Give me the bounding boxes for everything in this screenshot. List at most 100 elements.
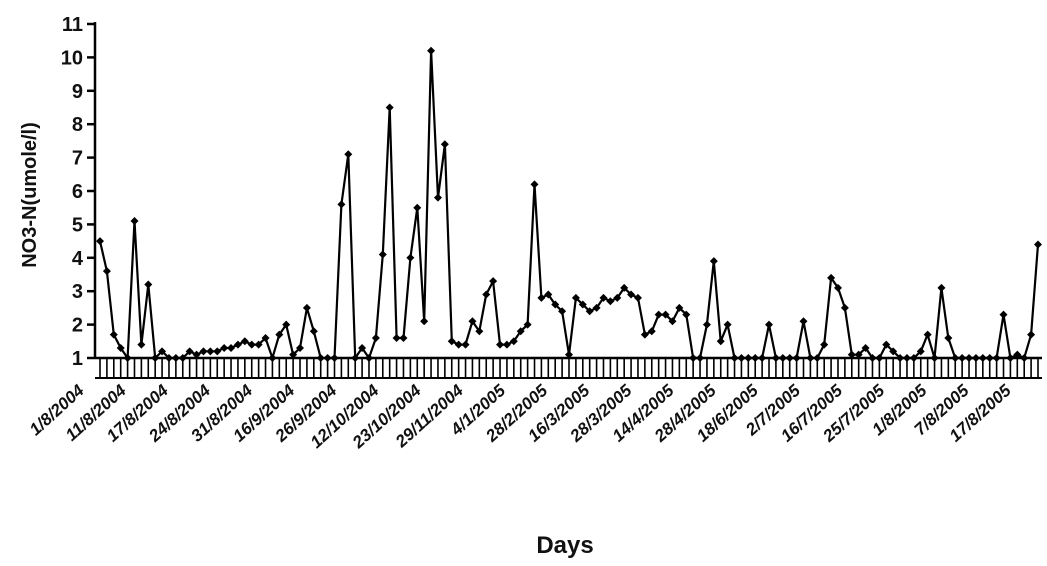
data-point-marker: [399, 333, 408, 342]
data-point-marker: [840, 303, 849, 312]
data-point-marker: [1013, 350, 1022, 359]
y-axis: 1 2 3 4 5 6 7 8 9 10 11: [61, 14, 97, 370]
data-point-marker: [654, 310, 663, 319]
data-point-marker: [240, 337, 249, 346]
data-point-marker: [978, 354, 987, 362]
data-point-marker: [551, 300, 560, 309]
data-point-marker: [675, 303, 684, 312]
data-point-marker: [847, 350, 856, 359]
y-tick-label: 11: [62, 14, 83, 36]
data-point-marker: [337, 200, 346, 209]
data-point-marker: [502, 340, 511, 349]
data-point-marker: [958, 354, 967, 362]
data-point-marker: [371, 333, 380, 342]
data-point-marker: [447, 337, 456, 346]
data-point-marker: [440, 140, 449, 149]
data-point-marker: [116, 343, 125, 352]
data-point-marker: [916, 347, 925, 356]
data-point-marker: [633, 293, 642, 302]
data-point-marker: [827, 273, 836, 282]
data-point-marker: [468, 317, 477, 326]
data-point-marker: [482, 290, 491, 299]
y-tick-label: 10: [61, 47, 83, 69]
data-point-marker: [406, 253, 415, 262]
data-point-marker: [682, 310, 691, 319]
data-point-marker: [268, 354, 277, 362]
data-point-marker: [316, 354, 325, 362]
data-point-marker: [778, 354, 787, 362]
data-point-marker: [261, 333, 270, 342]
series-line: [98, 49, 1040, 360]
data-point-marker: [909, 354, 918, 362]
data-point-marker: [275, 330, 284, 339]
data-point-marker: [96, 237, 104, 246]
data-point-marker: [882, 340, 891, 349]
data-point-marker: [999, 310, 1008, 319]
data-point-marker: [854, 350, 863, 359]
data-point-marker: [144, 280, 153, 289]
data-point-marker: [771, 354, 780, 362]
x-axis: 1/8/200411/8/200417/8/200424/8/200431/8/…: [26, 356, 1042, 453]
data-point-marker: [696, 354, 705, 362]
data-point-marker: [661, 310, 670, 319]
data-point-marker: [944, 333, 953, 342]
data-point-marker: [1006, 354, 1015, 362]
data-point-marker: [537, 293, 546, 302]
data-point-marker: [640, 330, 649, 339]
data-point-marker: [489, 277, 498, 286]
data-point-marker: [185, 347, 194, 356]
data-point-marker: [227, 343, 236, 352]
y-tick-label: 3: [72, 281, 83, 303]
data-point-marker: [833, 283, 842, 292]
data-point-marker: [247, 340, 256, 349]
y-tick-label: 7: [72, 148, 83, 170]
data-point-marker: [523, 320, 532, 329]
x-axis-label: Days: [536, 532, 593, 559]
data-point-marker: [820, 340, 829, 349]
data-point-marker: [668, 317, 677, 326]
data-point-marker: [571, 293, 580, 302]
data-point-marker: [378, 250, 387, 259]
data-point-marker: [889, 347, 898, 356]
data-point-marker: [192, 350, 201, 359]
data-point-marker: [751, 354, 760, 362]
data-point-marker: [875, 354, 884, 362]
data-point-marker: [902, 354, 911, 362]
data-point-marker: [923, 330, 932, 339]
data-point-marker: [171, 354, 180, 362]
data-point-marker: [164, 354, 173, 362]
data-point-marker: [599, 293, 608, 302]
data-point-marker: [613, 293, 622, 302]
data-point-marker: [509, 337, 518, 346]
data-point-marker: [296, 343, 305, 352]
data-point-marker: [199, 347, 208, 356]
y-tick-label: 2: [72, 315, 83, 337]
data-point-marker: [178, 354, 187, 362]
data-point-marker: [758, 354, 767, 362]
data-point-marker: [461, 340, 470, 349]
data-point-marker: [689, 354, 698, 362]
data-point-marker: [896, 354, 905, 362]
data-point-marker: [351, 354, 360, 362]
data-point-marker: [620, 283, 629, 292]
data-point-marker: [206, 347, 215, 356]
data-point-marker: [716, 337, 725, 346]
data-point-marker: [1027, 330, 1036, 339]
data-point-marker: [158, 347, 167, 356]
y-tick-label: 5: [72, 214, 83, 236]
data-point-marker: [785, 354, 794, 362]
data-point-marker: [137, 340, 146, 349]
data-point-marker: [585, 307, 594, 316]
data-point-marker: [627, 290, 636, 299]
data-point-marker: [344, 150, 353, 159]
data-point-marker: [496, 340, 505, 349]
data-point-marker: [392, 333, 401, 342]
data-point-marker: [530, 180, 539, 189]
data-point-marker: [723, 320, 732, 329]
data-point-marker: [427, 46, 436, 55]
data-point-marker: [868, 354, 877, 362]
data-point-marker: [1020, 354, 1029, 362]
data-point-marker: [985, 354, 994, 362]
series-markers: [96, 46, 1042, 362]
data-point-marker: [454, 340, 463, 349]
